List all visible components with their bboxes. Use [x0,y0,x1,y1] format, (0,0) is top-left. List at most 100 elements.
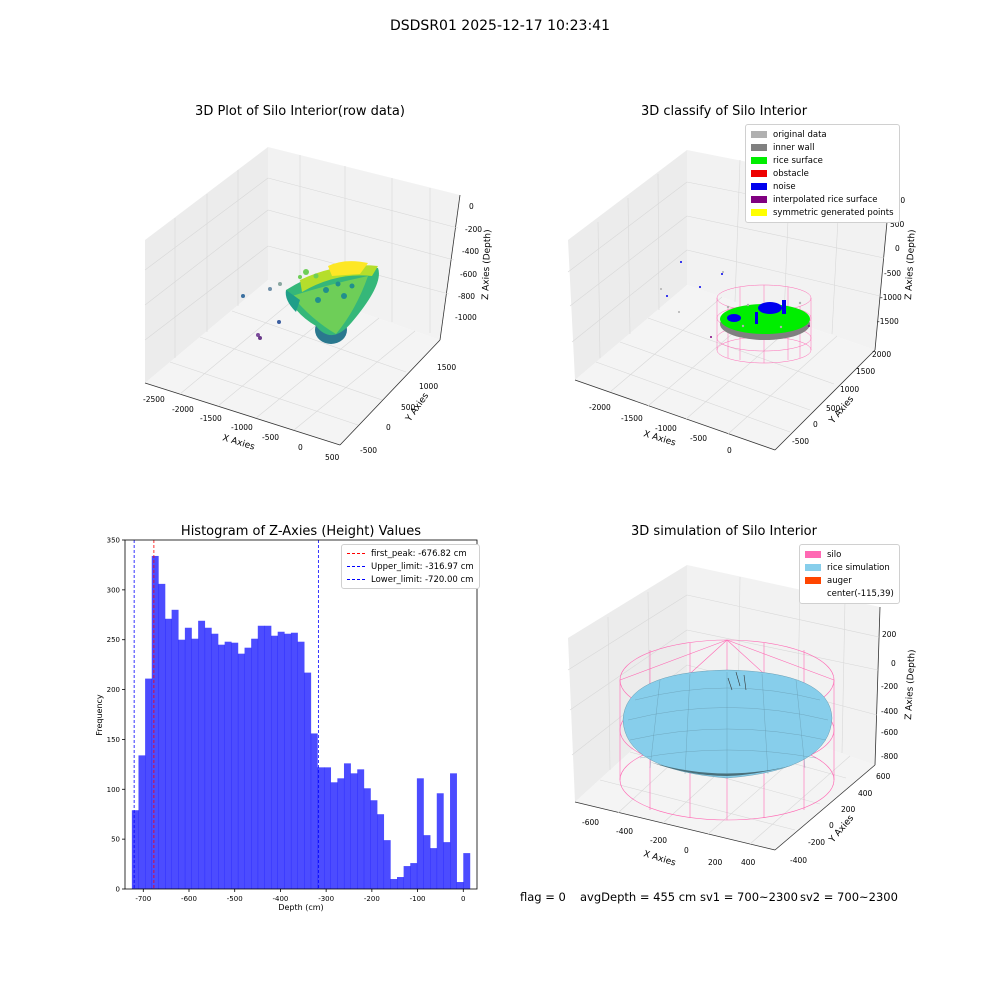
histogram-bar [271,635,278,889]
histogram-bar [450,773,457,889]
histogram-bar [357,769,365,889]
histogram-xtick-label: 0 [461,895,465,903]
legend-label: Upper_limit: -316.97 cm [371,561,474,572]
raw-axis-ticks: -2500 -2000 -1500 -1000 -500 0 500 -500 … [143,202,482,462]
raw-xlabel: X Axies [221,433,256,452]
classify-ytick-4: 1500 [856,367,875,376]
classify-legend-item: noise [751,180,894,193]
legend-label: interpolated rice surface [773,194,878,205]
histogram-xtick-label: -200 [364,895,380,903]
histogram-bar [191,638,199,889]
histogram-ytick-label: 250 [107,636,120,644]
legend-label: rice surface [773,155,823,166]
simulation-legend-item: center(-115,39) [805,587,894,600]
raw-3d-plot[interactable]: -2500 -2000 -1500 -1000 -500 0 500 -500 … [0,0,500,500]
legend-swatch [751,183,767,190]
histogram-xtick-label: -100 [410,895,426,903]
histogram-bar [284,633,292,889]
histogram-xlabel: Depth (cm) [278,903,323,912]
simulation-ytick-4: -200 [808,838,825,847]
histogram-bar [224,641,232,889]
classify-ztick-5: -1500 [877,317,899,326]
classify-xtick-1: -1500 [621,414,643,423]
histogram-bar [198,620,206,889]
histogram-bar [218,644,225,889]
histogram-bar [237,653,245,889]
histogram-bar [297,641,305,889]
histogram-bar [211,633,219,889]
histogram-bar [410,863,418,889]
histogram-bar [317,767,325,889]
simulation-xtick-1: -400 [616,827,633,836]
histogram-bar [244,647,252,889]
histogram-xtick-label: -700 [135,895,151,903]
simulation-legend: silo rice simulation auger center(-115,3… [799,544,900,604]
legend-label: silo [827,549,842,560]
raw-left-pane [145,147,268,383]
classify-3d-plot[interactable]: -2000 -1500 -1000 -500 0 -500 0 500 1000… [500,0,1000,500]
simulation-ztick-4: -600 [881,728,898,737]
histogram-ytick-label: 100 [107,786,120,794]
classify-ztick-1: 500 [890,220,905,229]
histogram-bar [337,778,345,889]
histogram-bar [383,840,391,889]
simulation-zlabel: Z Axies (Depth) [904,649,918,720]
histogram-bar [324,767,332,889]
simulation-ytick-1: 400 [858,789,873,798]
legend-swatch [805,564,821,571]
histogram-bar [390,879,398,889]
simulation-ztick-0: 200 [882,630,897,639]
raw-xtick-1: -2000 [172,405,194,414]
legend-dash [347,579,365,580]
raw-ytick-2: 500 [401,403,416,412]
histogram-bar [443,842,451,889]
classify-ztick-2: 0 [895,244,900,253]
simulation-3d-plot[interactable]: -600 -400 -200 0 200 400 600 400 200 0 -… [500,500,1000,900]
legend-swatch [751,131,767,138]
raw-zlabel: Z Axies (Depth) [481,229,493,300]
simulation-xtick-2: -200 [650,836,667,845]
raw-ztick-3: -600 [460,270,477,279]
histogram-bar [131,810,139,889]
histogram-bar [264,625,272,889]
raw-floor-pane [145,280,440,445]
histogram-bar [257,625,265,889]
classify-ytick-5: 2000 [872,350,891,359]
raw-ztick-4: -800 [458,292,475,301]
raw-point-cloud [241,261,379,344]
histogram-title: Histogram of Z-Axies (Height) Values [180,524,422,539]
raw-ztick-1: -200 [465,225,482,234]
raw-ytick-4: 1500 [437,363,456,372]
legend-dash [347,566,365,567]
raw-z-axis-line [439,194,461,341]
histogram-bar [430,848,438,889]
histogram-bar [158,583,166,889]
histogram-legend-item: Lower_limit: -720.00 cm [347,573,474,586]
histogram-chart[interactable]: -700 -600 -500 -400 -300 -200 -100 0 0 50 100 150 2… [0,500,500,930]
raw-ytick-3: 1000 [419,382,438,391]
legend-label: original data [773,129,827,140]
figure-suptitle: DSDSR01 2025-12-17 10:23:41 [389,18,610,34]
classify-axis-ticks: -2000 -1500 -1000 -500 0 -500 0 500 1000… [589,196,905,455]
histogram-bar [310,733,318,889]
simulation-xtick-3: 0 [684,846,689,855]
histogram-xtick-label: -400 [272,895,288,903]
histogram-bar [403,866,411,889]
legend-swatch [751,196,767,203]
histogram-bar [290,632,298,889]
legend-label: rice simulation [827,562,890,573]
histogram-bar [343,763,351,889]
status-sv1: sv1 = 700~2300 [700,890,798,904]
legend-label: auger [827,575,852,586]
raw-ytick-1: 0 [386,423,391,432]
histogram-frame [124,539,478,890]
simulation-xtick-5: 400 [741,858,756,867]
simulation-xtick-4: 200 [708,858,723,867]
legend-label: center(-115,39) [827,588,894,599]
simulation-legend-item: rice simulation [805,561,894,574]
histogram-bar [165,618,172,889]
classify-zlabel: Z Axies (Depth) [904,229,918,300]
histogram-ytick-label: 150 [107,736,120,744]
legend-swatch [751,170,767,177]
histogram-bar [178,639,186,889]
